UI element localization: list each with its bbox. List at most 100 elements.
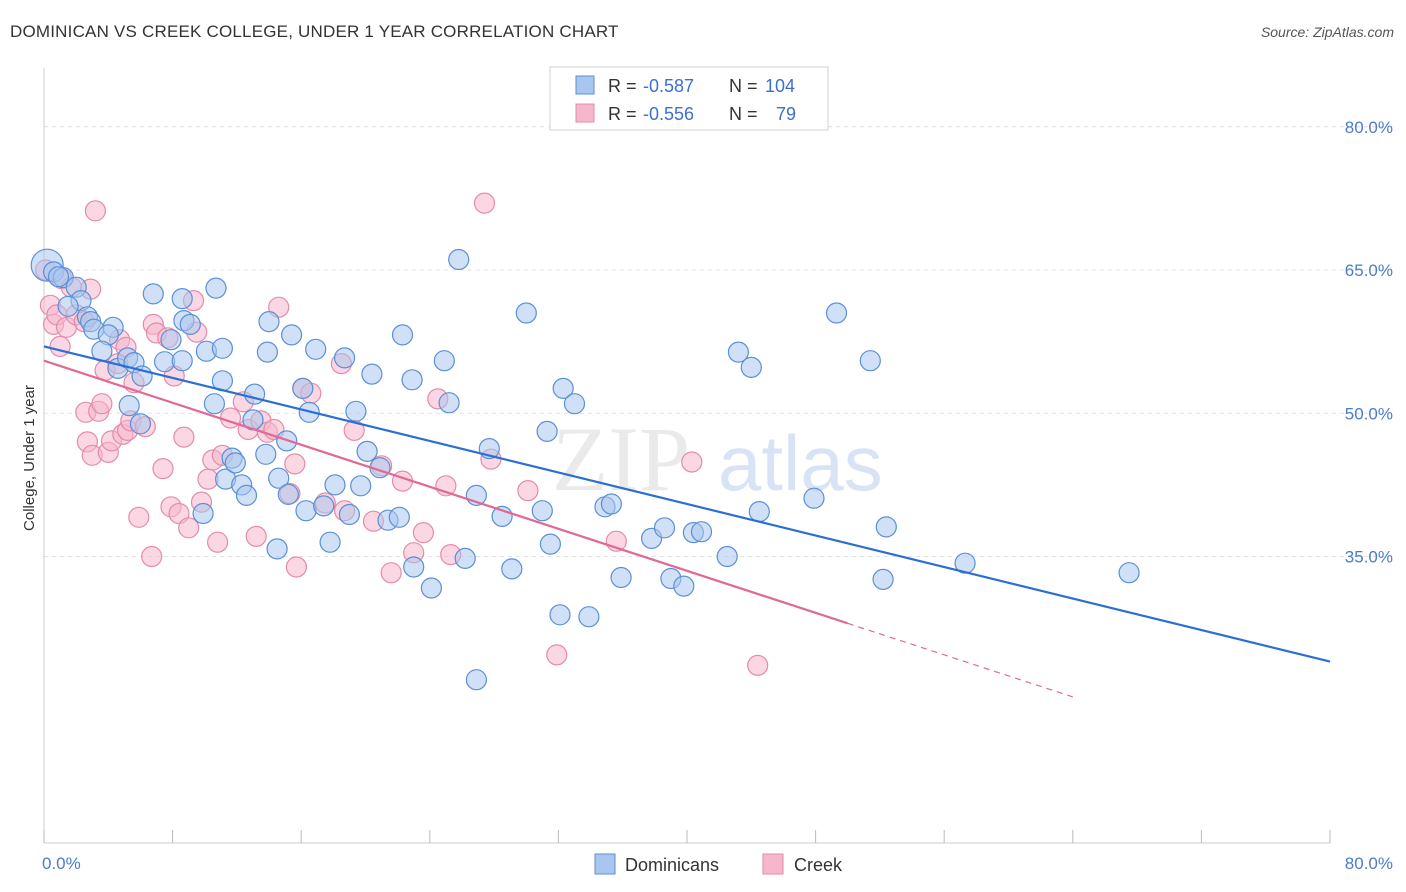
dominicans-point <box>203 393 225 415</box>
dominicans-point <box>536 420 558 442</box>
dominicans-point <box>740 356 762 378</box>
legend-n-value-dominicans: 104 <box>765 76 795 96</box>
dominicans-point <box>501 558 523 580</box>
legend-r-value-dominicans: -0.587 <box>643 76 694 96</box>
dominicans-point <box>171 288 193 310</box>
watermark-zip: ZIP <box>552 408 690 510</box>
dominicans-point <box>515 302 537 324</box>
legend-r-value-creek: -0.556 <box>643 104 694 124</box>
creek-point <box>284 453 306 475</box>
dominicans-point <box>438 392 460 414</box>
dominicans-point <box>266 538 288 560</box>
dominicans-point <box>350 475 372 497</box>
dominicans-point <box>224 452 246 474</box>
dominicans-point <box>338 503 360 526</box>
dominicans-point <box>872 568 894 591</box>
dominicans-point <box>171 350 193 372</box>
dominicans-point <box>154 351 176 373</box>
creek-point <box>49 335 71 357</box>
creek-point <box>473 192 496 214</box>
legend-swatch-dominicans <box>575 75 595 95</box>
y-axis-label: College, Under 1 year <box>21 385 38 531</box>
dominicans-point <box>179 313 201 335</box>
dominicans-point <box>361 363 383 385</box>
dominicans-point <box>549 604 571 626</box>
creek-point <box>285 556 307 578</box>
creek-point <box>141 545 163 568</box>
dominicans-trend-line <box>43 345 1331 663</box>
dominicans-point <box>192 502 214 525</box>
creek-point <box>152 458 174 480</box>
dominicans-point <box>690 521 713 543</box>
creek-point <box>681 451 703 473</box>
dominicans-point <box>563 393 586 415</box>
dominicans-point <box>255 443 277 465</box>
source-label: Source: ZipAtlas.com <box>1260 24 1394 40</box>
dominicans-point <box>324 474 346 496</box>
dominicans-point <box>334 347 356 369</box>
legend-n-label-creek: N = <box>729 104 758 124</box>
dominicans-point <box>825 302 848 324</box>
creek-point <box>517 480 539 502</box>
bottom-legend-swatch-dominicans <box>594 853 616 875</box>
dominicans-point <box>465 669 487 691</box>
y-axis-tick-labels: 35.0% 50.0% 65.0% 80.0% <box>1345 118 1393 567</box>
dominicans-point <box>803 487 825 509</box>
creek-point <box>245 525 267 548</box>
y-tick-label: 35.0% <box>1345 548 1393 567</box>
dominicans-point <box>129 413 151 435</box>
creek-point <box>546 644 568 666</box>
dominicans-point <box>391 324 414 346</box>
dominicans-point <box>448 248 470 271</box>
creek-point <box>380 562 402 584</box>
bottom-legend: Dominicans Creek <box>594 853 843 875</box>
dominicans-point <box>142 283 164 305</box>
creek-point <box>747 654 769 677</box>
dominicans-point <box>388 506 410 528</box>
dominicans-point <box>281 324 303 346</box>
dominicans-point <box>258 311 280 333</box>
dominicans-point <box>118 395 140 417</box>
dominicans-point <box>539 533 562 555</box>
y-tick-label: 65.0% <box>1345 261 1393 280</box>
watermark-atlas: atlas <box>718 419 883 507</box>
dominicans-point <box>454 547 476 570</box>
y-tick-label: 80.0% <box>1345 118 1393 137</box>
y-tick-label: 50.0% <box>1345 404 1393 423</box>
dominicans-point <box>256 341 278 363</box>
dominicans-point <box>433 350 455 372</box>
dominicans-point <box>748 501 770 523</box>
creek-point <box>84 200 107 222</box>
dominicans-point <box>305 338 327 360</box>
x-tick-label-min: 0.0% <box>42 854 81 873</box>
dominicans-point <box>47 266 70 288</box>
creek-point <box>178 517 200 539</box>
dominicans-point <box>875 516 897 538</box>
dominicans-point <box>727 341 750 363</box>
dominicans-point <box>653 517 676 539</box>
dominicans-point <box>319 531 341 553</box>
dominicans-point <box>401 369 423 391</box>
creek-point <box>173 426 195 448</box>
x-axis-ticks <box>43 830 1331 843</box>
bottom-legend-dominicans: Dominicans <box>625 855 719 875</box>
dominicans-point <box>610 566 632 589</box>
creek-trend-line <box>43 359 849 625</box>
dominicans-point <box>268 467 290 489</box>
dominicans-point <box>403 556 425 578</box>
dominicans-point <box>295 500 317 522</box>
chart-title: DOMINICAN VS CREEK COLLEGE, UNDER 1 YEAR… <box>10 22 619 41</box>
dominicans-point <box>673 575 695 597</box>
dominicans-points <box>30 248 1140 691</box>
dominicans-point <box>205 277 227 299</box>
dominicans-point <box>235 484 258 506</box>
dominicans-point <box>531 500 553 522</box>
legend-r-label-dominicans: R = <box>608 76 637 96</box>
legend-r-label-creek: R = <box>608 104 637 124</box>
dominicans-point <box>420 577 442 599</box>
creek-point <box>412 521 434 544</box>
dominicans-point <box>277 483 299 505</box>
legend-n-label-dominicans: N = <box>729 76 758 96</box>
dominicans-point <box>600 493 623 515</box>
